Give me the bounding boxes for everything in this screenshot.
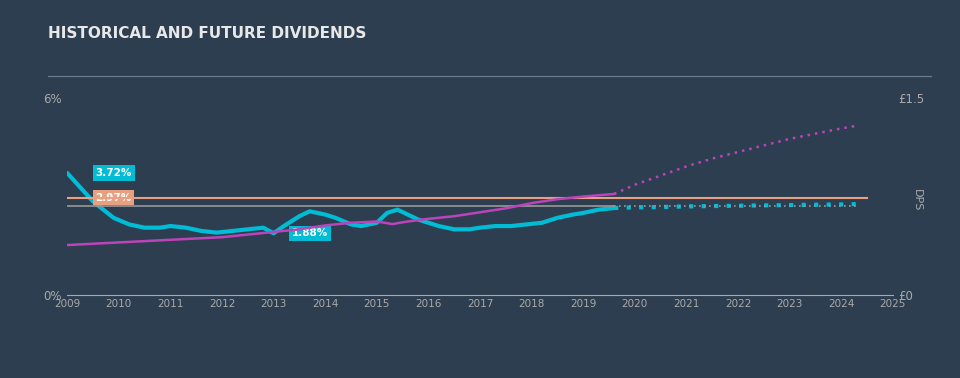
- Text: 1.88%: 1.88%: [292, 228, 328, 238]
- Text: DPS: DPS: [912, 189, 922, 212]
- Text: 3.72%: 3.72%: [96, 168, 132, 178]
- Text: 2.97%: 2.97%: [96, 192, 132, 203]
- Text: HISTORICAL AND FUTURE DIVIDENDS: HISTORICAL AND FUTURE DIVIDENDS: [48, 26, 367, 42]
